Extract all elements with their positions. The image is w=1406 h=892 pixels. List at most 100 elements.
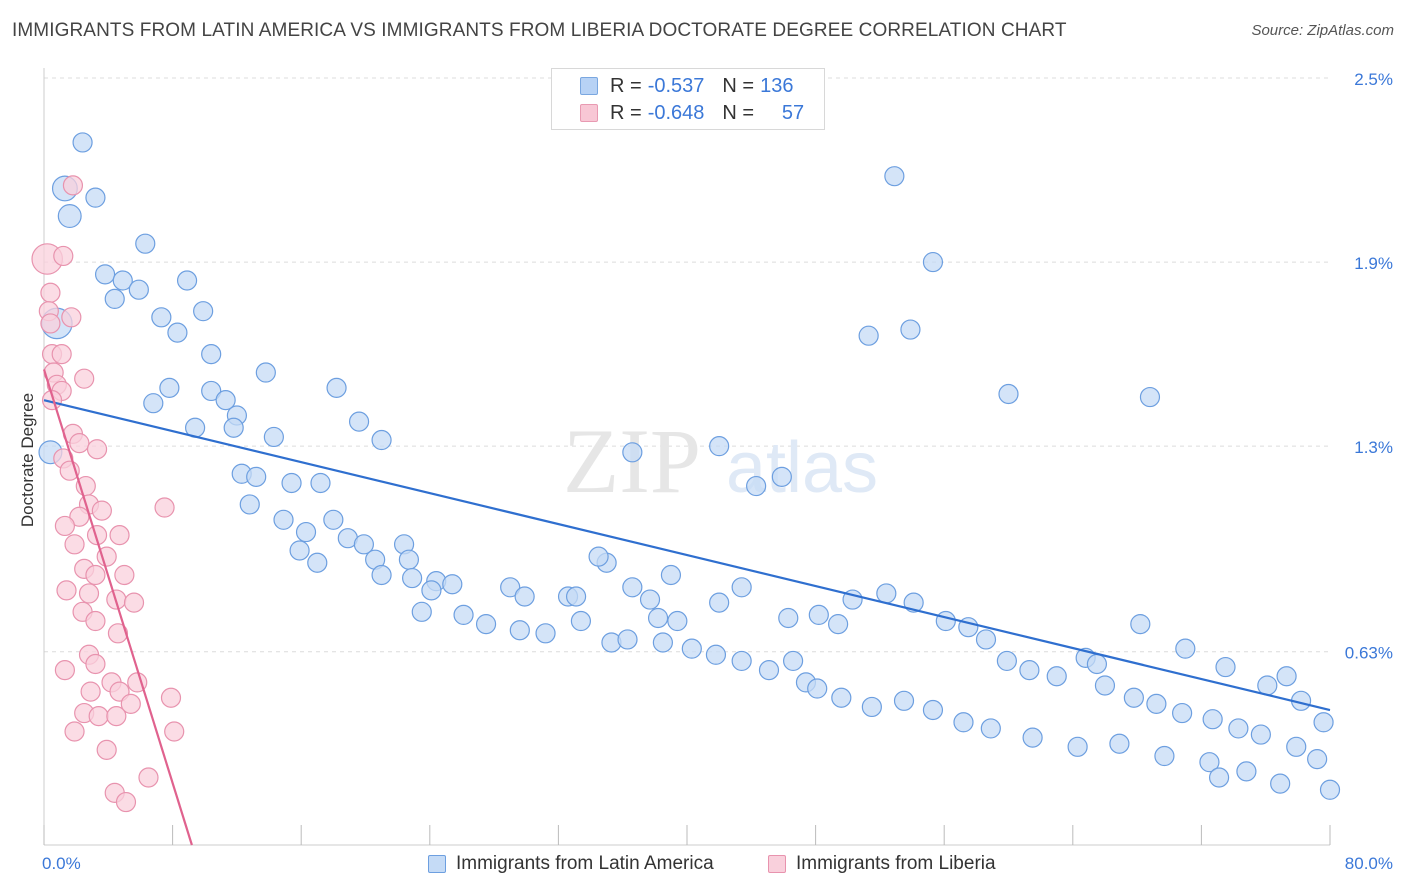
blue-point-110 [1215,656,1236,678]
blue-point-122 [884,166,905,187]
blue-point-79 [622,577,643,598]
blue-point-129 [622,442,643,463]
bottom-legend-label: Immigrants from Liberia [796,853,996,874]
pink-point-27 [64,534,85,555]
y-tick-label-1: 1.3% [1354,438,1393,457]
legend-n-value: 136 [760,74,794,97]
axes [43,68,1331,846]
blue-point-56 [535,623,556,644]
blue-point-48 [500,577,521,598]
blue-point-68 [831,687,852,708]
blue-point-15 [255,362,276,383]
tick-labels: 0.63% 1.3% 1.9% 2.5% 0.0% 80.0% [42,70,1393,873]
pink-point-5 [40,313,61,334]
blue-point-20 [215,390,236,411]
blue-point-2 [85,187,106,208]
blue-point-76 [647,607,669,629]
pink-point-16 [86,439,108,460]
pink-point-33 [78,583,100,604]
blue-point-39 [307,552,328,573]
pink-point-44 [80,681,101,702]
blue-point-82 [660,564,682,586]
blue-point-100 [1172,702,1193,724]
blue-point-83 [709,592,730,613]
blue-point-117 [1199,752,1220,773]
blue-point-43 [371,564,392,586]
legend-n-label: N = [722,101,755,124]
source-label: Source: ZipAtlas.com [1251,22,1394,39]
blue-point-77 [667,610,688,632]
pink-point-32 [56,580,77,601]
blue-point-24 [263,426,284,448]
blue-point-4 [135,233,156,254]
blue-point-34 [295,521,317,543]
pink-point-54 [138,767,159,788]
blue-point-30 [281,472,302,494]
blue-point-108 [1130,614,1151,635]
pink-point-2 [53,245,74,267]
blue-point-95 [1019,660,1040,681]
blue-point-23 [223,417,244,438]
blue-point-109 [1175,638,1196,659]
blue-point-70 [893,690,915,711]
blue-point-111 [1257,675,1278,696]
blue-point-125 [858,325,879,346]
blue-point-91 [935,610,956,632]
blue-point-11 [193,301,214,322]
blue-point-52 [411,601,432,622]
pink-point-15 [69,432,90,454]
blue-point-130 [746,475,767,497]
blue-point-89 [876,583,897,604]
pink-point-28 [96,546,117,567]
blue-point-19 [143,393,164,414]
blue-point-63 [731,650,752,672]
pink-trend-line [42,369,193,846]
blue-point-78 [639,589,661,610]
blue-point-101 [1202,709,1223,730]
blue-point-131 [771,466,792,487]
blue-point-97 [1094,675,1116,696]
blue-point-64 [758,660,780,681]
trend-lines [42,369,1331,846]
blue-point-128 [709,436,730,457]
y-tick-label-3: 2.5% [1354,70,1393,89]
pink-point-31 [114,564,135,586]
blue-point-115 [1109,733,1130,754]
blue-point-26 [371,429,392,451]
chart-title: IMMIGRANTS FROM LATIN AMERICA VS IMMIGRA… [12,20,1067,41]
blue-point-98 [1123,687,1144,708]
pink-point-35 [123,592,145,613]
blue-point-85 [778,607,799,629]
blue-point-42 [398,549,420,570]
pink-point-46 [120,693,141,714]
pink-point-6 [61,307,82,328]
blue-point-84 [731,577,752,598]
blue-point-104 [1286,736,1307,757]
blue-point-17 [201,380,222,402]
blue-point-72 [953,712,974,733]
blue-point-123 [922,251,944,273]
blue-point-103 [1250,724,1271,745]
legend-box: R = -0.537 N = 136 R = -0.648 N = 57 [551,68,825,130]
blue-point-6 [112,270,133,291]
pink-point-0 [62,175,84,196]
pink-point-30 [85,564,106,586]
blue-point-71 [922,699,944,721]
blue-point-37 [353,534,374,555]
blue-point-102 [1228,718,1249,739]
blue-point-127 [1139,386,1161,408]
blue-point-44 [402,567,423,589]
pink-point-38 [107,623,129,644]
blue-point-55 [509,620,530,641]
blue-point-57 [570,610,592,632]
pink-point-40 [54,660,75,681]
blue-point-99 [1146,693,1167,714]
blue-point-18 [326,377,347,398]
blue-point-107 [1086,653,1108,675]
x-tick-label-0: 0.0% [42,854,81,873]
blue-point-118 [1236,761,1257,782]
series-liberia [31,175,185,813]
blue-point-32 [239,494,260,515]
pink-point-53 [96,739,117,760]
blue-point-47 [421,580,442,601]
